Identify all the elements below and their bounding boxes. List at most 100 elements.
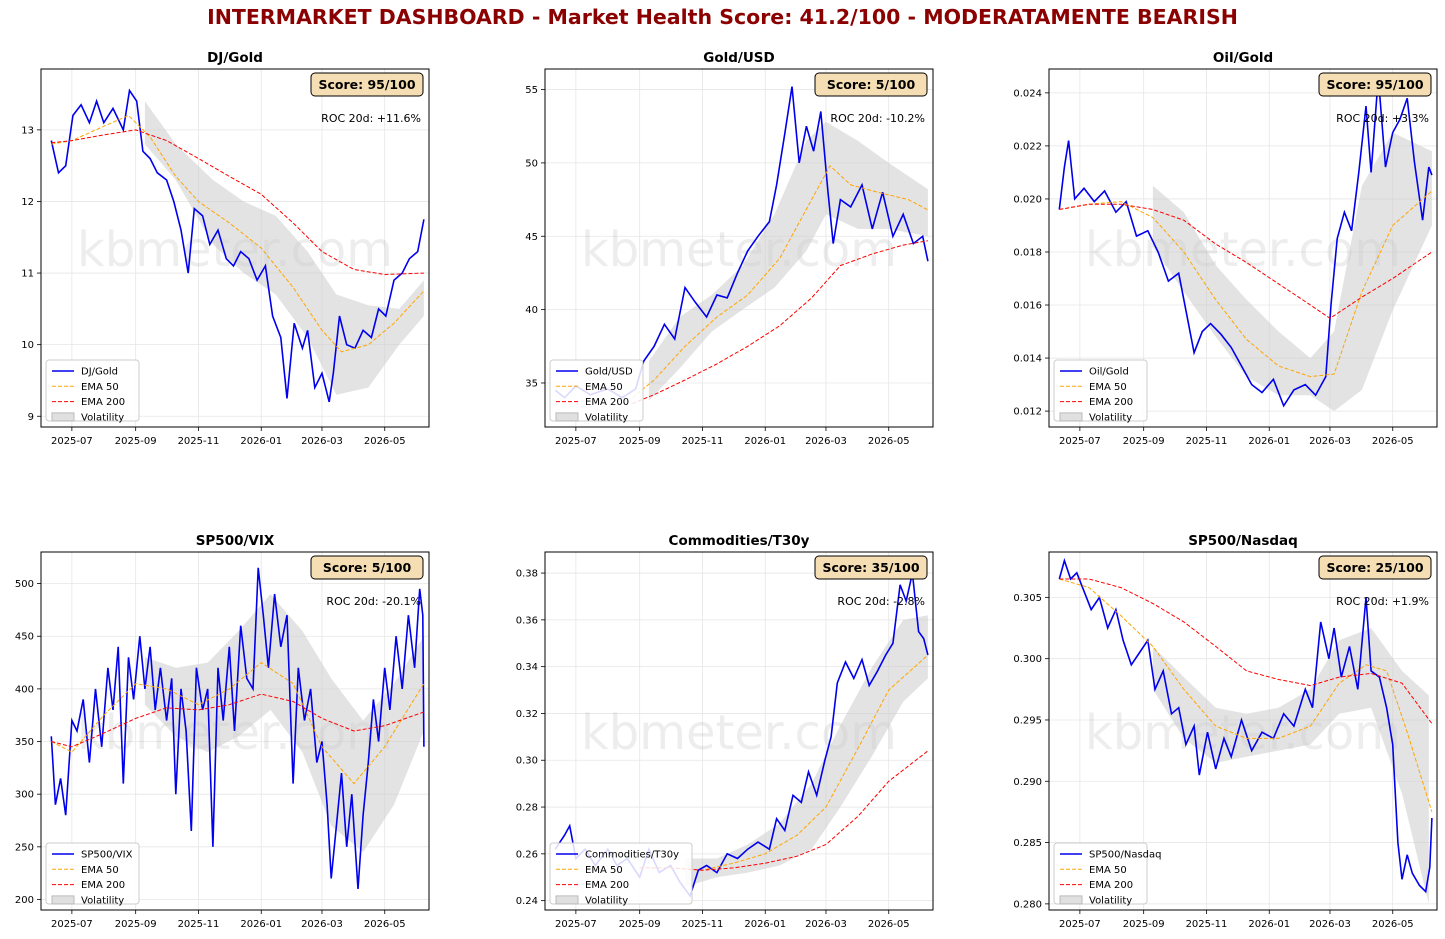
volatility-band (144, 594, 424, 853)
series-line-ema200 (1059, 578, 1433, 724)
series-line-price (1058, 557, 1433, 894)
roc-label: ROC 20d: +3.3% (1336, 112, 1429, 125)
x-tick-label: 2025-11 (1186, 436, 1228, 447)
roc-label: ROC 20d: -10.2% (830, 112, 925, 125)
legend-label-price: Gold/USD (585, 367, 633, 378)
y-tick-label: 0.295 (1013, 715, 1042, 726)
legend-box (1053, 842, 1148, 905)
chart-title: SP500/Nasdaq (1188, 533, 1298, 549)
chart-panel-3: 2025-07 2025-09 2025-11 2026-01 2026-03 2026-… (15, 533, 430, 930)
chart-panel-1: 2025-07 2025-09 2025-11 2026-01 2026-03 2026-… (525, 50, 934, 447)
legend: Gold/USD EMA 50 EMA 200 Volatility (549, 359, 644, 423)
y-tick-label: 0.022 (1013, 141, 1042, 152)
score-label: Score: 25/100 (1326, 560, 1423, 575)
series-line-price (50, 88, 425, 403)
chart-panel-4: 2025-07 2025-09 2025-11 2026-01 2026-03 2026-… (516, 533, 934, 930)
series-line-ema50 (51, 661, 425, 785)
y-tick-label: 350 (15, 737, 34, 748)
y-tick-label: 0.020 (1013, 194, 1042, 205)
series-line-ema50 (51, 114, 425, 353)
x-tick-label: 2026-03 (301, 919, 343, 930)
legend-label-band: Volatility (1089, 895, 1132, 906)
roc-label: ROC 20d: +1.9% (1336, 595, 1429, 608)
plot-area (50, 88, 425, 403)
series-line-ema50 (632, 164, 929, 399)
plot-frame (40, 68, 430, 428)
x-tick-label: 2025-07 (555, 436, 597, 447)
y-tick-label: 9 (28, 412, 34, 423)
y-tick-label: 0.32 (516, 709, 538, 720)
x-tick-label: 2025-11 (682, 919, 724, 930)
y-tick-label: 55 (525, 85, 538, 96)
score-label: Score: 95/100 (318, 77, 415, 92)
x-tick-label: 2025-07 (51, 919, 93, 930)
legend: SP500/VIX EMA 50 EMA 200 Volatility (45, 842, 140, 906)
x-tick-label: 2025-09 (619, 436, 661, 447)
y-tick-label: 0.305 (1013, 593, 1042, 604)
y-tick-label: 250 (15, 842, 34, 853)
x-tick-label: 2025-09 (115, 436, 157, 447)
legend-label-ema200: EMA 200 (585, 880, 629, 891)
legend-label-ema50: EMA 50 (1089, 382, 1127, 393)
volatility-band (1152, 628, 1429, 904)
legend-label-ema50: EMA 50 (81, 382, 119, 393)
legend-label-price: DJ/Gold (81, 367, 118, 378)
y-tick-label: 0.28 (516, 803, 538, 814)
legend-label-price: SP500/Nasdaq (1089, 850, 1161, 861)
x-tick-label: 2026-05 (868, 919, 910, 930)
y-tick-label: 200 (15, 895, 34, 906)
y-tick-label: 0.280 (1013, 899, 1042, 910)
y-tick-label: 0.285 (1013, 838, 1042, 849)
legend-label-ema200: EMA 200 (585, 397, 629, 408)
legend: SP500/Nasdaq EMA 50 EMA 200 Volatility (1053, 842, 1161, 906)
x-tick-label: 2026-03 (805, 436, 847, 447)
y-tick-label: 0.26 (516, 849, 538, 860)
legend-label-ema50: EMA 50 (585, 865, 623, 876)
legend-label-ema50: EMA 50 (585, 382, 623, 393)
volatility-band (1152, 132, 1432, 412)
legend: Commodities/T30y EMA 50 EMA 200 Volatility (549, 842, 693, 906)
x-tick-label: 2025-09 (619, 919, 661, 930)
y-tick-label: 0.018 (1013, 247, 1042, 258)
score-box (310, 555, 424, 580)
legend-label-ema200: EMA 200 (81, 880, 125, 891)
y-tick-label: 0.34 (516, 662, 538, 673)
series-line-ema50 (639, 654, 929, 871)
legend: Oil/Gold EMA 50 EMA 200 Volatility (1053, 359, 1148, 423)
y-tick-label: 400 (15, 684, 34, 695)
dashboard-title: INTERMARKET DASHBOARD - Market Health Sc… (207, 5, 1238, 29)
y-tick-label: 35 (525, 378, 538, 389)
y-tick-label: 0.024 (1013, 88, 1042, 99)
series-line-ema200 (1059, 203, 1433, 319)
y-tick-label: 0.24 (516, 896, 538, 907)
chart-title: SP500/VIX (196, 533, 275, 549)
x-tick-label: 2026-03 (1309, 919, 1351, 930)
y-tick-label: 300 (15, 790, 34, 801)
plot-frame (544, 551, 934, 911)
legend-swatch-volatility (1059, 895, 1083, 905)
x-tick-label: 2026-05 (1372, 436, 1414, 447)
x-tick-label: 2025-11 (178, 436, 220, 447)
x-tick-label: 2026-01 (1248, 919, 1290, 930)
plot-frame (544, 68, 934, 428)
chart-panel-2: 2025-07 2025-09 2025-11 2026-01 2026-03 2026-… (1013, 50, 1438, 447)
legend-swatch-volatility (555, 412, 579, 422)
x-tick-label: 2026-03 (301, 436, 343, 447)
chart-panel-0: 2025-07 2025-09 2025-11 2026-01 2026-03 2026-… (21, 50, 430, 447)
series-line-ema50 (1059, 578, 1433, 813)
y-tick-label: 0.38 (516, 569, 538, 580)
x-tick-label: 2026-01 (744, 919, 786, 930)
score-box (814, 555, 928, 580)
legend-label-band: Volatility (1089, 412, 1132, 423)
legend: DJ/Gold EMA 50 EMA 200 Volatility (45, 359, 140, 423)
x-tick-label: 2025-09 (1123, 919, 1165, 930)
score-label: Score: 5/100 (323, 560, 412, 575)
series-line-ema200 (632, 240, 928, 404)
series-line-ema200 (51, 693, 425, 748)
legend-box (45, 359, 140, 422)
y-tick-label: 50 (525, 158, 538, 169)
x-tick-label: 2026-01 (240, 919, 282, 930)
score-label: Score: 5/100 (827, 77, 916, 92)
score-box (310, 72, 424, 97)
y-tick-label: 0.300 (1013, 654, 1042, 665)
